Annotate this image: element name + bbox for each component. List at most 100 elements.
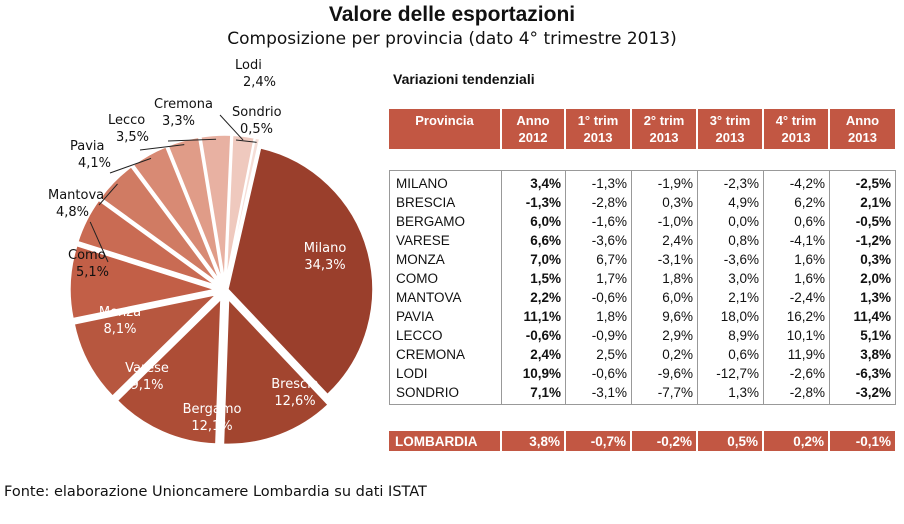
table-row: BERGAMO 6,0% -1,6% -1,0% 0,0% 0,6% -0,5% (390, 212, 896, 231)
slice-name-label: Lecco (108, 113, 145, 128)
value-cell: 1,6% (763, 269, 830, 288)
value-cell: -0,5% (829, 212, 896, 231)
slice-name-label: Sondrio (232, 105, 282, 120)
slice-value-label: 2,4% (243, 75, 276, 90)
value-cell: -2,5% (829, 170, 896, 193)
table-row: BRESCIA -1,3% -2,8% 0,3% 4,9% 6,2% 2,1% (390, 193, 896, 212)
table-row: SONDRIO 7,1% -3,1% -7,7% 1,3% -2,8% -3,2% (390, 383, 896, 405)
value-cell: -0,6% (501, 326, 566, 345)
value-cell: -1,3% (565, 170, 632, 193)
province-name: CREMONA (396, 347, 466, 362)
value-cell: -1,6% (565, 212, 632, 231)
pie-slice-bergamo (116, 297, 222, 445)
pie-slice-sondrio (226, 137, 261, 281)
table-row: MONZA 7,0% 6,7% -3,1% -3,6% 1,6% 0,3% (390, 250, 896, 269)
header-line-2: 2013 (583, 130, 613, 145)
province-name: BERGAMO (396, 214, 466, 229)
total-value: 0,2% (762, 431, 829, 451)
header-line-1: Anno (516, 113, 550, 128)
value-cell: 10,1% (763, 326, 830, 345)
value-cell: 3,4% (501, 170, 566, 193)
value-cell: 0,2% (631, 345, 698, 364)
header-line-1: 4° trim (775, 113, 817, 128)
value-cell: -3,6% (565, 231, 632, 250)
table-row: MILANO 3,4% -1,3% -1,9% -2,3% -4,2% -2,5% (390, 170, 896, 193)
table-row: MANTOVA 2,2% -0,6% 6,0% 2,1% -2,4% 1,3% (390, 288, 896, 307)
header-cell: 2° trim 2013 (630, 109, 697, 149)
value-cell: 2,0% (829, 269, 896, 288)
slice-name-label: Brescia (271, 377, 318, 392)
value-cell: 4,9% (697, 193, 764, 212)
value-cell: -3,2% (829, 383, 896, 405)
table-header: Provincia Anno 2012 1° trim 2013 2° trim 2013 3… (389, 109, 895, 149)
province-name: MANTOVA (396, 290, 462, 305)
table-body: MILANO 3,4% -1,3% -1,9% -2,3% -4,2% -2,5% BRESC… (389, 170, 896, 405)
province-name: LODI (396, 366, 428, 381)
value-cell: 1,3% (829, 288, 896, 307)
value-cell: -4,2% (763, 170, 830, 193)
value-cell: 0,3% (829, 250, 896, 269)
value-cell: 9,6% (631, 307, 698, 326)
total-value: -0,2% (630, 431, 697, 451)
value-cell: -1,9% (631, 170, 698, 193)
leader-line (89, 221, 109, 263)
slice-value-label: 4,8% (56, 205, 89, 220)
total-value: -0,7% (564, 431, 631, 451)
total-row: LOMBARDIA 3,8% -0,7% -0,2% 0,5% 0,2% -0,1% (389, 431, 895, 451)
pie-slice-monza (69, 244, 218, 320)
value-cell: -7,7% (631, 383, 698, 405)
slice-name-label: Lodi (235, 58, 262, 73)
leader-line (98, 183, 118, 206)
value-cell: -1,3% (501, 193, 566, 212)
slice-value-label: 34,3% (304, 258, 345, 273)
value-cell: -4,1% (763, 231, 830, 250)
slice-name-label: Como (68, 248, 106, 263)
leader-line (139, 144, 185, 151)
slice-name-label: Mantova (48, 188, 104, 203)
slice-name-label: Milano (304, 241, 347, 256)
value-cell: 7,1% (501, 383, 566, 405)
pie-slice-varese (73, 293, 219, 398)
header-line-2: 2013 (715, 130, 745, 145)
value-cell: -0,6% (565, 288, 632, 307)
header-cell: Anno 2012 (500, 109, 565, 149)
chart-title: Valore delle esportazioni (328, 3, 576, 26)
value-cell: 7,0% (501, 250, 566, 269)
province-name: COMO (396, 271, 438, 286)
value-cell: -2,3% (697, 170, 764, 193)
pie-slice-como (76, 199, 217, 287)
header-line-1: 3° trim (709, 113, 751, 128)
header-cell: 4° trim 2013 (762, 109, 829, 149)
value-cell: 6,6% (501, 231, 566, 250)
value-cell: 3,8% (829, 345, 896, 364)
total-row-table: LOMBARDIA 3,8% -0,7% -0,2% 0,5% 0,2% -0,1% (389, 431, 895, 451)
value-cell: -2,6% (763, 364, 830, 383)
total-label: LOMBARDIA (389, 431, 501, 451)
slice-value-label: 9,1% (130, 378, 163, 393)
slice-value-label: 4,1% (78, 156, 111, 171)
value-cell: -9,6% (631, 364, 698, 383)
value-cell: 1,3% (697, 383, 764, 405)
leader-line (235, 139, 257, 143)
value-cell: 2,1% (829, 193, 896, 212)
province-name: LECCO (396, 328, 443, 343)
header-line-1: Provincia (415, 113, 474, 128)
value-cell: 2,1% (697, 288, 764, 307)
header-cell: 3° trim 2013 (696, 109, 763, 149)
table-row: PAVIA 11,1% 1,8% 9,6% 18,0% 16,2% 11,4% (390, 307, 896, 326)
value-cell: -3,1% (631, 250, 698, 269)
value-cell: -3,1% (565, 383, 632, 405)
header-line-2: 2012 (518, 130, 548, 145)
province-name: SONDRIO (396, 385, 460, 400)
table-title: Variazioni tendenziali (393, 71, 535, 87)
value-cell: 3,0% (697, 269, 764, 288)
value-cell: -1,2% (829, 231, 896, 250)
slice-value-label: 5,1% (76, 265, 109, 280)
table-row: VARESE 6,6% -3,6% 2,4% 0,8% -4,1% -1,2% (390, 231, 896, 250)
pie-chart: Milano 34,3% Brescia 12,6% Bergamo 12,1% Vares… (48, 58, 374, 446)
value-cell: -3,6% (697, 250, 764, 269)
province-name: PAVIA (396, 309, 434, 324)
slice-value-label: 12,6% (274, 394, 315, 409)
value-cell: -12,7% (697, 364, 764, 383)
value-cell: 2,4% (501, 345, 566, 364)
